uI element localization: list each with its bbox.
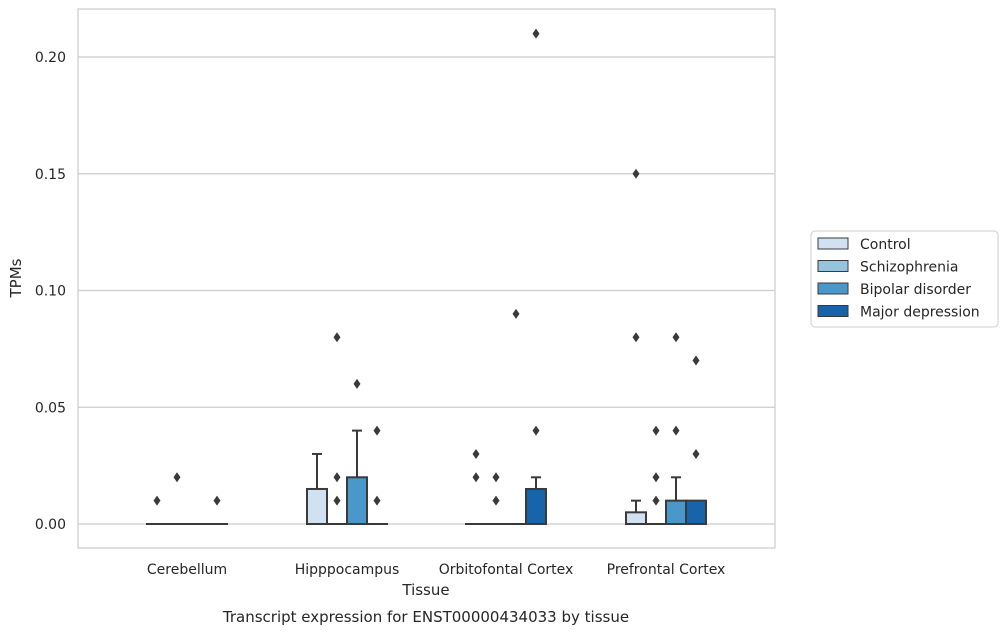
outlier-point [532, 28, 540, 39]
y-tick-label: 0.00 [35, 517, 66, 533]
outlier-point [472, 448, 480, 459]
outlier-point [333, 332, 341, 343]
legend-label: Bipolar disorder [860, 282, 971, 298]
outlier-point [692, 448, 700, 459]
outlier-point [652, 495, 660, 506]
outlier-point [532, 425, 540, 436]
outlier-point [153, 495, 161, 506]
outlier-point [353, 378, 361, 389]
legend-label: Control [860, 237, 911, 253]
box [685, 499, 707, 525]
legend-label: Schizophrenia [860, 260, 958, 276]
x-tick-label: Orbitofontal Cortex [439, 562, 574, 578]
legend-frame [810, 230, 999, 328]
legend: Control Schizophrenia Bipolar disorder Majo… [810, 230, 999, 328]
outlier-point [333, 472, 341, 483]
outlier-point [672, 332, 680, 343]
outlier-point [492, 495, 500, 506]
legend-swatch [817, 305, 849, 317]
x-axis-label: Tissue [401, 581, 449, 599]
y-axis-label: TPMs [7, 258, 25, 298]
gridlines [78, 56, 775, 525]
box [665, 499, 687, 525]
outlier-point [173, 472, 181, 483]
legend-swatch [817, 237, 849, 250]
box [525, 487, 547, 526]
outlier-point [213, 495, 221, 506]
box [306, 487, 328, 526]
box [346, 476, 368, 525]
box [625, 511, 647, 526]
box-series [146, 429, 707, 526]
y-tick-label: 0.20 [35, 50, 66, 66]
outlier-point [373, 425, 381, 436]
outlier-point [652, 425, 660, 436]
outlier-point [492, 472, 500, 483]
y-tick-label: 0.10 [35, 284, 66, 300]
x-tick-labels: Cerebellum Hipppocampus Orbitofontal Corte… [147, 562, 725, 578]
outlier-point [632, 168, 640, 179]
x-tick-label: Prefrontal Cortex [607, 562, 726, 578]
x-tick-label: Hipppocampus [295, 562, 400, 578]
y-tick-label: 0.15 [35, 167, 66, 183]
outlier-points [153, 28, 700, 506]
x-tick-label: Cerebellum [147, 562, 227, 578]
outlier-point [652, 472, 660, 483]
outlier-point [373, 495, 381, 506]
plot-area-frame [77, 8, 776, 549]
outlier-point [632, 332, 640, 343]
legend-label: Major depression [860, 305, 980, 321]
y-tick-labels: 0.00 0.05 0.10 0.15 0.20 [35, 50, 66, 533]
outlier-point [692, 355, 700, 366]
legend-swatch [817, 260, 849, 272]
outlier-point [333, 495, 341, 506]
outlier-point [512, 308, 520, 319]
outlier-point [672, 425, 680, 436]
y-tick-label: 0.05 [35, 400, 66, 416]
legend-swatch [817, 282, 849, 295]
chart-caption: Transcript expression for ENST0000043403… [222, 608, 629, 626]
outlier-point [472, 472, 480, 483]
